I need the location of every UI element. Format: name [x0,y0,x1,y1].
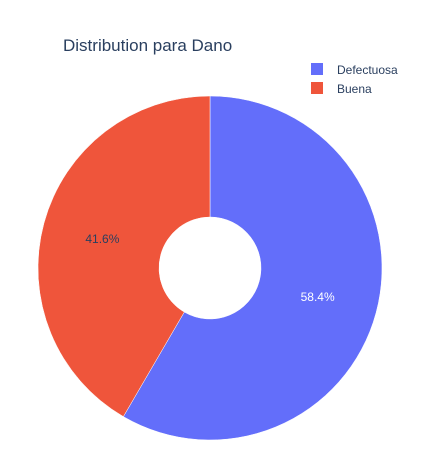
legend-item-buena[interactable]: Buena [311,82,372,96]
legend-label-buena: Buena [337,82,372,96]
pie-slices [37,95,383,441]
legend-swatch-defectuosa [311,63,323,75]
legend-item-defectuosa[interactable]: Defectuosa [311,63,398,77]
pie-slice-defectuosa[interactable] [123,95,383,441]
slice-label-defectuosa: 58.4% [301,290,335,304]
pie-slice-buena[interactable] [37,95,211,417]
legend: Defectuosa Buena [311,63,398,96]
legend-swatch-buena [311,82,323,94]
slice-labels: 58.4% 41.6% [85,232,335,304]
chart-title: Distribution para Dano [63,36,232,55]
legend-label-defectuosa: Defectuosa [337,63,398,77]
slice-label-buena: 41.6% [85,232,119,246]
